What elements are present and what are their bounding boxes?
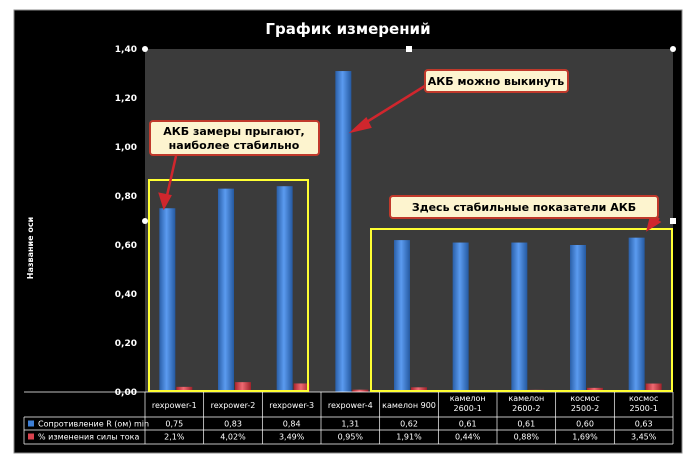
highlight-box-stable xyxy=(370,228,673,392)
bar-current-change xyxy=(176,386,193,392)
data-value: 4,02% xyxy=(220,433,246,442)
bar-current-change xyxy=(645,383,662,392)
data-value: 0,60 xyxy=(576,420,594,429)
legend-key xyxy=(28,420,34,427)
y-tick-label: 1,00 xyxy=(115,143,137,153)
callout-stable: Здесь стабильные показатели АКБ xyxy=(389,195,659,219)
arrow-head-rexpower-4 xyxy=(348,116,372,134)
data-value: 3,45% xyxy=(631,433,657,442)
arrow-to-rexpower-4 xyxy=(356,82,429,130)
bar-current-change xyxy=(587,387,603,392)
callout-discard: АКБ можно выкинуть xyxy=(424,69,569,93)
bar-resistance xyxy=(276,186,293,392)
bar-resistance xyxy=(335,71,352,393)
bar-current-change xyxy=(352,389,369,392)
y-tick-label: 0,00 xyxy=(115,388,137,398)
y-tick-label: 1,40 xyxy=(115,45,137,55)
arrow-to-rexpower-1 xyxy=(164,155,178,201)
arrow-head-rexpower-1 xyxy=(158,192,172,211)
category-label: rexpower-3 xyxy=(269,401,314,410)
category-label: космос 2500-2 xyxy=(570,394,599,413)
data-value: 0,62 xyxy=(400,420,418,429)
data-value: 0,88% xyxy=(514,433,540,442)
data-value: 0,61 xyxy=(517,420,535,429)
bar-resistance xyxy=(159,208,176,392)
selection-handle-top-left[interactable] xyxy=(142,46,148,52)
category-label: космос 2500-1 xyxy=(629,394,658,413)
category-label: камелон 900 xyxy=(382,401,436,410)
category-label: камелон 2600-2 xyxy=(508,394,544,413)
bar-current-change xyxy=(411,387,427,392)
bars xyxy=(159,71,662,393)
data-value: 0,83 xyxy=(224,420,242,429)
bar-resistance xyxy=(394,240,410,392)
highlight-box-rexpower xyxy=(148,179,309,392)
callout-discard-text: АКБ можно выкинуть xyxy=(428,75,564,88)
y-axis: 0,00 0,20 0,40 0,60 0,80 1,00 1,20 1,40 xyxy=(115,45,137,398)
bar-resistance xyxy=(218,188,234,392)
y-tick-label: 0,60 xyxy=(115,241,137,251)
selection-handle-left[interactable] xyxy=(142,218,148,224)
legend-key xyxy=(28,433,34,440)
data-value: 0,61 xyxy=(459,420,477,429)
callout-arrows xyxy=(158,82,662,232)
bar-current-change xyxy=(235,382,251,392)
bar-resistance xyxy=(511,242,528,392)
selection-handle-top[interactable] xyxy=(406,46,412,52)
category-label: камелон 2600-1 xyxy=(450,394,486,413)
data-value: 0,63 xyxy=(635,420,653,429)
y-axis-label: Название оси xyxy=(26,217,35,279)
data-value: 0,95% xyxy=(338,433,364,442)
data-value: 1,31 xyxy=(341,420,359,429)
bar-resistance xyxy=(570,245,586,392)
series-name: Сопротивление R (ом) min xyxy=(38,420,149,429)
data-value: 0,44% xyxy=(455,433,481,442)
category-label: rexpower-4 xyxy=(328,401,373,410)
selection-handle-top-right[interactable] xyxy=(670,46,676,52)
y-tick-label: 0,20 xyxy=(115,339,137,349)
callout-stable-text: Здесь стабильные показатели АКБ xyxy=(412,201,636,214)
y-tick-label: 0,40 xyxy=(115,290,137,300)
data-value: 1,69% xyxy=(572,433,598,442)
category-label: rexpower-1 xyxy=(152,401,197,410)
data-value: 0,84 xyxy=(283,420,301,429)
bar-resistance xyxy=(628,237,645,392)
chart-title: График измерений xyxy=(265,20,430,38)
selection-handle-right[interactable] xyxy=(670,218,676,224)
data-value: 1,91% xyxy=(396,433,422,442)
callout-jumps-text: АКБ замеры прыгают, наиболее стабильно xyxy=(163,125,304,152)
series-name: % изменения силы тока xyxy=(38,433,139,442)
data-value: 0,75 xyxy=(165,420,183,429)
category-label: rexpower-2 xyxy=(211,401,256,410)
y-tick-label: 1,20 xyxy=(115,94,137,104)
data-value: 3,49% xyxy=(279,433,305,442)
bar-resistance xyxy=(452,242,469,392)
data-value: 2,1% xyxy=(164,433,185,442)
y-tick-label: 0,80 xyxy=(115,192,137,202)
arrow-head-stable-box xyxy=(646,215,662,232)
bar-current-change xyxy=(293,383,310,392)
callout-jumps: АКБ замеры прыгают, наиболее стабильно xyxy=(149,120,320,156)
